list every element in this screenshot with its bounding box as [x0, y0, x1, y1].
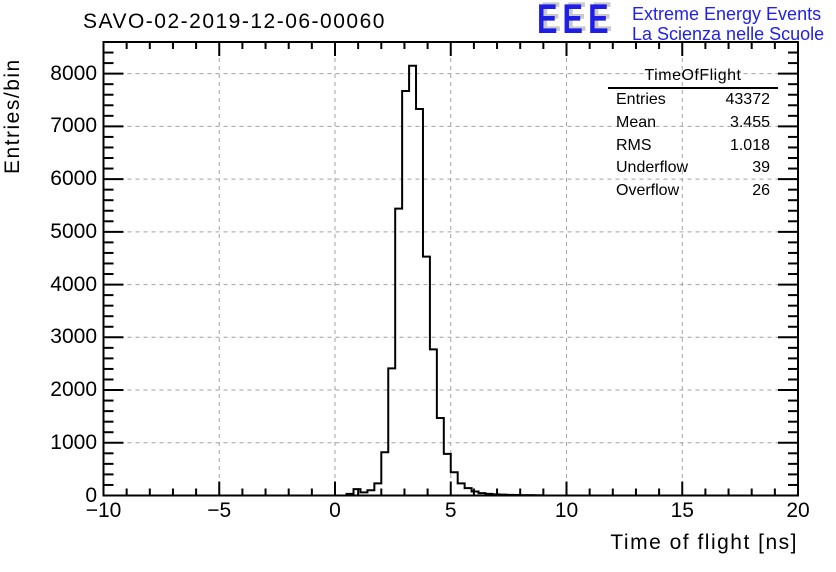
x-tick-label: −10 [85, 499, 122, 522]
y-tick-label: 1000 [50, 430, 97, 454]
x-tick-label: 10 [554, 499, 579, 522]
y-tick-label: 6000 [50, 167, 97, 191]
x-tick-label: 5 [444, 499, 457, 522]
stats-value: 43372 [725, 91, 771, 108]
stats-label: Entries [616, 91, 666, 108]
y-tick-label: 2000 [50, 378, 97, 402]
x-tick-label: 0 [329, 499, 341, 522]
eee-logo-text: Extreme Energy Events La Scienza nelle S… [632, 4, 825, 44]
stats-row: Underflow 39 [608, 157, 778, 180]
eee-logo: EEE [537, 0, 614, 42]
y-tick-label: 7000 [50, 114, 97, 138]
stats-row: Overflow 26 [608, 180, 778, 203]
y-tick-label: 4000 [50, 272, 97, 296]
stats-row: Mean 3.455 [608, 112, 778, 135]
eee-logo-line1: Extreme Energy Events [632, 4, 822, 24]
y-tick-label: 3000 [50, 325, 97, 349]
stats-label: Overflow [616, 182, 680, 200]
y-tick-label: 8000 [50, 61, 97, 85]
stats-value: 39 [752, 159, 770, 177]
stats-row: Entries 43372 [608, 89, 778, 112]
plot-title: SAVO-02-2019-12-06-00060 [83, 10, 386, 33]
stats-box-title: TimeOfFlight [608, 67, 778, 89]
eee-logo-line2: La Scienza nelle Scuole [632, 23, 825, 44]
stats-label: RMS [616, 136, 652, 154]
x-tick-label: 20 [786, 499, 810, 522]
x-tick-label: −5 [207, 499, 232, 522]
stats-row: RMS 1.018 [608, 135, 778, 158]
y-tick-label: 0 [85, 483, 97, 507]
stats-label: Underflow [616, 159, 689, 177]
stats-label: Mean [616, 113, 657, 131]
y-tick-label: 5000 [50, 219, 97, 243]
stats-value: 1.018 [729, 136, 770, 154]
stats-box: TimeOfFlight Entries 43372 Mean 3.455 RM… [608, 67, 778, 203]
stats-value: 26 [752, 182, 770, 200]
stats-value: 3.455 [729, 113, 770, 131]
x-axis-title: Time of flight [ns] [610, 531, 798, 554]
x-tick-label: 15 [670, 499, 694, 522]
